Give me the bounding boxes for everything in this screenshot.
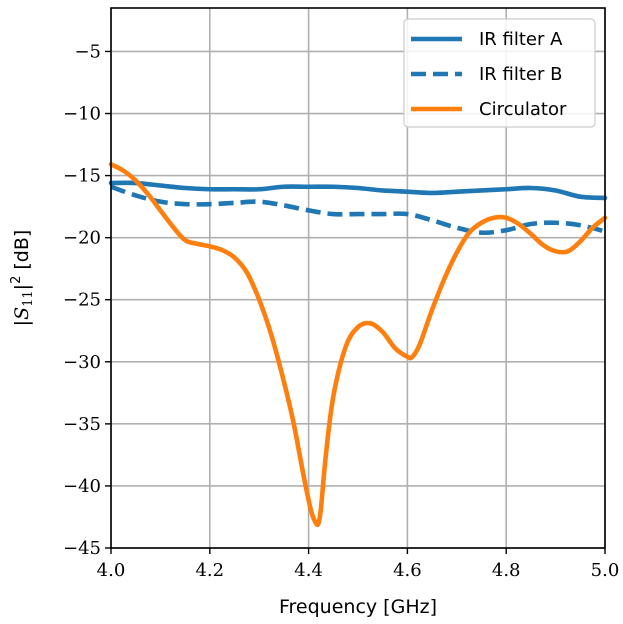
y-label-superscript: 2 bbox=[9, 276, 24, 284]
series-line-circulator bbox=[108, 162, 608, 528]
x-axis-label: Frequency [GHz] bbox=[279, 596, 437, 618]
y-tick-label: −20 bbox=[63, 228, 101, 249]
y-tick-label: −15 bbox=[63, 166, 101, 187]
legend-box bbox=[403, 18, 596, 128]
series-line-ir-filter-a bbox=[108, 180, 608, 201]
y-tick-label: −25 bbox=[63, 290, 101, 311]
y-tick-label: −40 bbox=[63, 476, 101, 497]
y-tick-label: −45 bbox=[63, 538, 101, 559]
y-label-unit: [dB] bbox=[11, 230, 33, 276]
legend-label: Circulator bbox=[479, 99, 567, 120]
x-tick-label: 5.0 bbox=[591, 560, 620, 581]
y-axis-label: |S11|2 [dB] bbox=[9, 230, 36, 327]
x-tick-label: 4.0 bbox=[97, 560, 126, 581]
y-label-symbol: S bbox=[11, 307, 33, 320]
legend-label: IR filter A bbox=[479, 29, 563, 50]
legend: IR filter A IR filter B Circulator bbox=[403, 18, 596, 128]
y-tick-label: −5 bbox=[74, 41, 101, 62]
x-tick-label: 4.4 bbox=[294, 560, 323, 581]
plot-lines bbox=[108, 162, 608, 528]
y-tick-label: −10 bbox=[63, 104, 101, 125]
x-axis: 4.0 4.2 4.4 4.6 4.8 5.0 bbox=[97, 548, 620, 581]
y-label-prefix: | bbox=[11, 320, 33, 326]
y-label-suffix: | bbox=[11, 284, 33, 290]
y-tick-label: −35 bbox=[63, 414, 101, 435]
plot-frame bbox=[110, 7, 606, 549]
x-tick-label: 4.2 bbox=[195, 560, 224, 581]
y-tick-label: −30 bbox=[63, 352, 101, 373]
series-line-ir-filter-b bbox=[110, 184, 606, 236]
y-label-subscript: 11 bbox=[21, 290, 36, 307]
y-axis: −45 −40 −35 −30 −25 −20 −15 −10 −5 bbox=[63, 41, 111, 559]
legend-label: IR filter B bbox=[479, 64, 562, 85]
x-tick-label: 4.6 bbox=[393, 560, 422, 581]
x-tick-label: 4.8 bbox=[492, 560, 521, 581]
